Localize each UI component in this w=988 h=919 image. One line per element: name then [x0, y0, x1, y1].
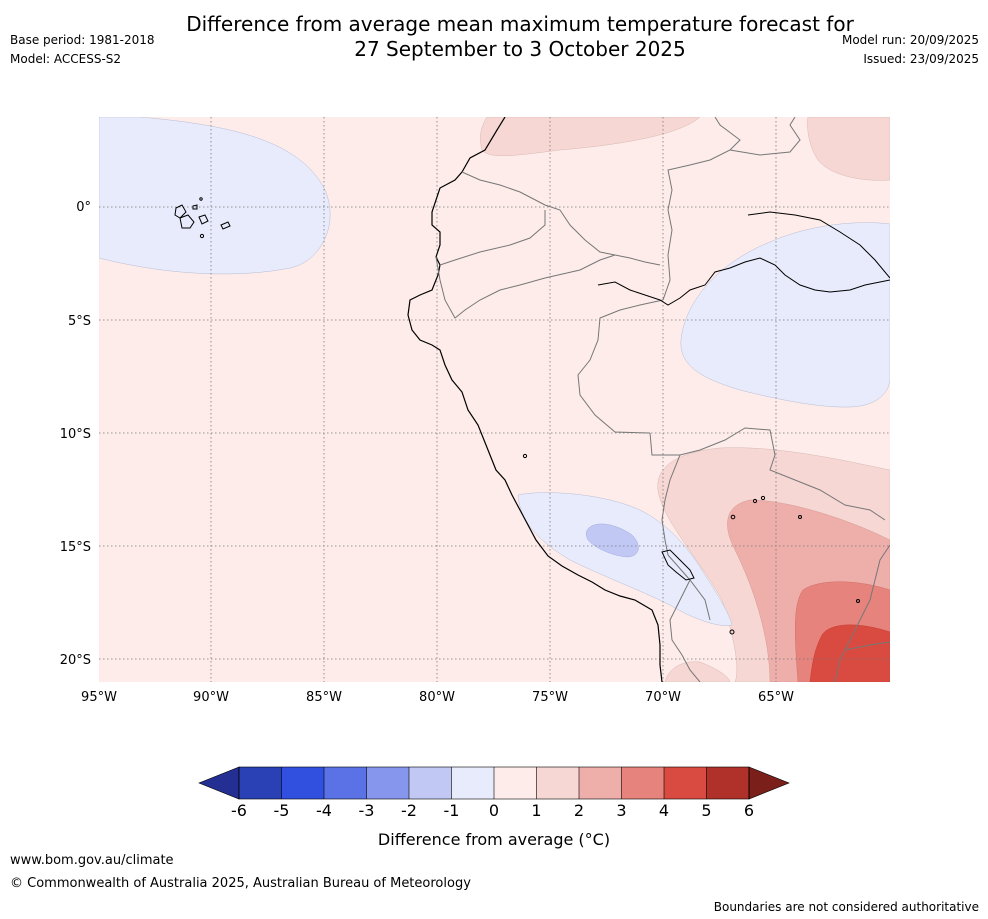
lon-label: 80°W: [419, 690, 455, 705]
colorbar-tick-label: 3: [616, 801, 626, 820]
colorbar-label: Difference from average (°C): [378, 830, 610, 849]
colorbar-segment: [706, 767, 749, 799]
coastline: [407, 117, 663, 682]
lon-label: 70°W: [645, 690, 681, 705]
colorbar-extend-low: [198, 766, 240, 800]
colorbar-tick-label: 2: [574, 801, 584, 820]
colorbar-tick-label: 6: [744, 801, 754, 820]
country-borders: [435, 117, 890, 682]
lat-label: 10°S: [60, 427, 91, 442]
colorbar-tick-label: -3: [359, 801, 375, 820]
lat-label: 15°S: [60, 540, 91, 555]
longitude-labels: 95°W 90°W 85°W 80°W 75°W 70°W 65°W: [81, 690, 794, 705]
colorbar-segment: [239, 767, 282, 799]
lake-titicaca: [661, 549, 695, 581]
lon-label: 95°W: [81, 690, 117, 705]
colorbar-segment: [324, 767, 367, 799]
anomaly-field-minus1-galapagos: [99, 117, 331, 275]
anomaly-field-1-to-2-northeast: [807, 117, 890, 181]
boundary-disclaimer: Boundaries are not considered authoritat…: [713, 900, 979, 914]
latitude-labels: 0° 5°S 10°S 15°S 20°S: [60, 200, 91, 668]
rivers: [597, 211, 890, 306]
lat-label: 5°S: [68, 314, 91, 329]
colorbar-tick-label: -4: [316, 801, 332, 820]
anomaly-field-1-to-2-chile: [664, 661, 731, 682]
colorbar-segment: [451, 767, 494, 799]
model-run: Model run: 20/09/2025: [841, 33, 979, 47]
colorbar-segment: [579, 767, 622, 799]
lon-label: 65°W: [758, 690, 794, 705]
colorbar-tick-label: 1: [531, 801, 541, 820]
chart-title: Difference from average mean maximum tem…: [0, 12, 988, 62]
colorbar-segment: [409, 767, 452, 799]
galapagos-islands: [174, 197, 231, 239]
colorbar-segment: [536, 767, 579, 799]
colorbar-segment: [281, 767, 324, 799]
colorbar-tick-label: 4: [659, 801, 669, 820]
base-period: Base period: 1981-2018: [10, 33, 155, 47]
title-line-2: 27 September to 3 October 2025: [354, 37, 686, 61]
lon-label: 90°W: [193, 690, 229, 705]
colorbar-ticks: -6 -5 -4 -3 -2 -1 0 1 2 3 4 5 6: [231, 767, 754, 820]
colorbar-tick-label: -1: [444, 801, 460, 820]
colorbar: [198, 766, 790, 800]
copyright-notice: © Commonwealth of Australia 2025, Austra…: [10, 876, 471, 891]
anomaly-field-minus2: [586, 523, 639, 558]
colorbar-segment: [366, 767, 409, 799]
colorbar-tick-label: -5: [274, 801, 290, 820]
anomaly-field-minus1-amazon: [680, 222, 890, 408]
colorbar-tick-label: 0: [489, 801, 499, 820]
anomaly-field-1-to-2-north: [480, 117, 701, 157]
lon-label: 85°W: [306, 690, 342, 705]
colorbar-segment: [494, 767, 537, 799]
lakes: [522, 453, 860, 635]
issued-date: Issued: 23/09/2025: [863, 52, 979, 66]
title-line-1: Difference from average mean maximum tem…: [186, 12, 854, 36]
colorbar-tick-label: -2: [401, 801, 417, 820]
colorbar-tick-label: 5: [701, 801, 711, 820]
website-link[interactable]: www.bom.gov.au/climate: [10, 853, 174, 868]
lat-label: 0°: [76, 200, 91, 215]
colorbar-tick-label: -6: [231, 801, 247, 820]
colorbar-segment: [621, 767, 664, 799]
anomaly-field-minus1-peru: [517, 492, 733, 626]
lat-label: 20°S: [60, 653, 91, 668]
model-name: Model: ACCESS-S2: [10, 52, 122, 66]
anomaly-field-4-to-5: [809, 624, 890, 682]
colorbar-segment: [664, 767, 707, 799]
lon-label: 75°W: [532, 690, 568, 705]
map-panel: [99, 117, 890, 682]
colorbar-extend-high: [748, 766, 790, 800]
